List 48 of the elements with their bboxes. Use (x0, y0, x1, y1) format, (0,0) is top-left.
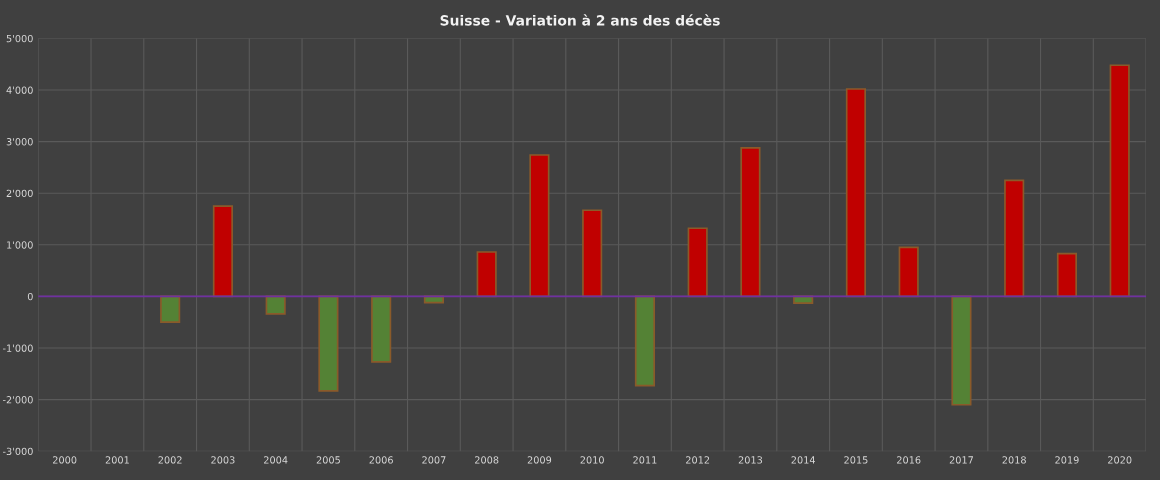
bar (1056, 252, 1078, 298)
bar (371, 295, 392, 363)
bar (318, 295, 339, 392)
x-tick-label: 2017 (949, 456, 973, 464)
y-tick-label: 0 (27, 292, 33, 301)
x-tick-label: 2007 (422, 456, 446, 464)
y-tick-label: -2'000 (2, 396, 33, 404)
x-tick-label: 2002 (158, 456, 182, 464)
y-tick-label: 4'000 (6, 86, 33, 94)
x-tick-label: 2009 (527, 456, 552, 464)
x-tick-label: 2010 (580, 456, 604, 464)
bar (160, 295, 181, 324)
y-tick-label: 1'000 (7, 241, 33, 249)
x-tick-label: 2020 (1108, 456, 1132, 464)
x-tick-label: 2013 (738, 456, 763, 464)
bar (212, 205, 233, 298)
bar (265, 295, 286, 315)
x-tick-label: 2000 (53, 456, 77, 464)
bar (1004, 179, 1025, 298)
bar (1109, 64, 1130, 298)
y-tick-label: 5'000 (6, 34, 33, 43)
x-tick-label: 2019 (1055, 456, 1079, 464)
bar (740, 146, 761, 298)
x-tick-label: 2018 (1002, 456, 1026, 464)
y-tick-label: 2'000 (6, 189, 33, 198)
y-tick-label: -3'000 (2, 447, 33, 456)
y-tick-label: -1'000 (2, 344, 33, 352)
x-tick-label: 2008 (475, 456, 499, 464)
x-tick-label: 2004 (264, 456, 288, 464)
x-tick-label: 2006 (369, 456, 393, 464)
bar (582, 209, 603, 298)
x-tick-label: 2015 (844, 456, 868, 464)
x-tick-label: 2001 (105, 456, 129, 464)
x-tick-label: 2003 (211, 456, 235, 464)
bar (687, 227, 708, 298)
x-tick-label: 2005 (316, 456, 340, 464)
bar (951, 295, 972, 406)
bar (845, 88, 867, 298)
x-tick-label: 2011 (633, 456, 657, 464)
chart-title: Suisse - Variation à 2 ans des décès (440, 14, 720, 26)
bar (634, 295, 655, 387)
bar (476, 251, 497, 298)
bar (898, 246, 919, 298)
x-tick-label: 2014 (791, 456, 816, 464)
y-tick-label: 3'000 (6, 138, 33, 146)
bar (529, 154, 550, 298)
x-tick-label: 2016 (897, 456, 921, 464)
x-tick-label: 2012 (686, 456, 710, 464)
